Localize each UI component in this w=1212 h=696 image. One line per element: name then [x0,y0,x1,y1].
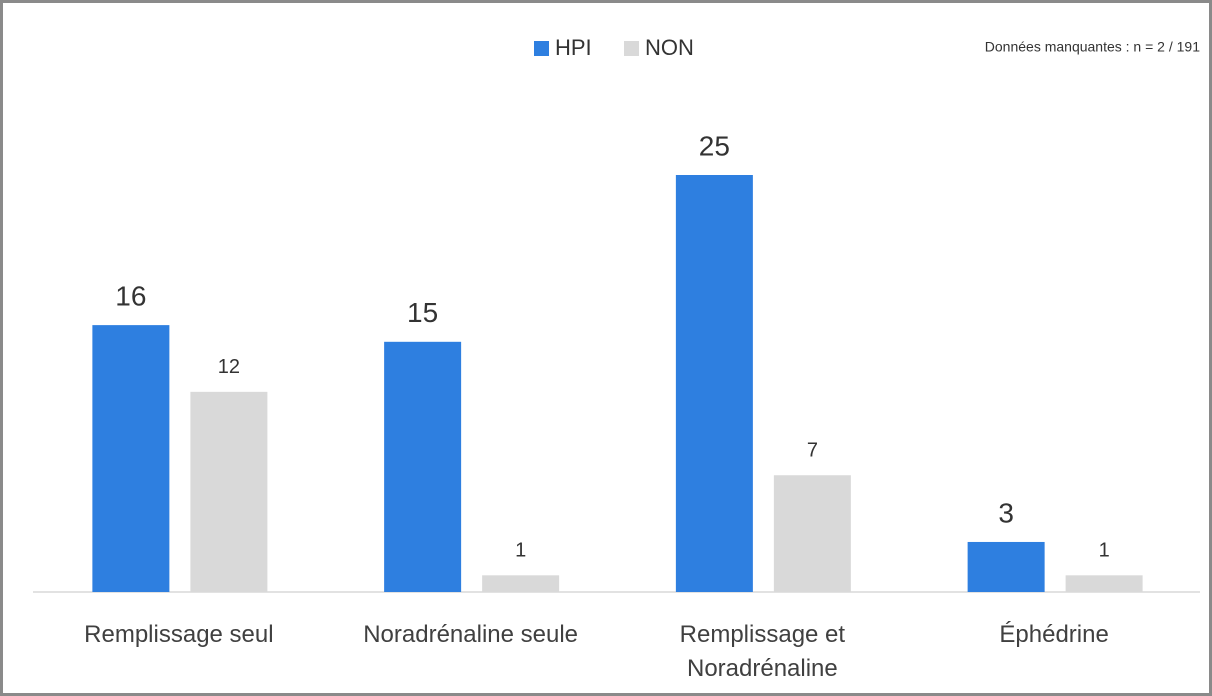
x-tick-label: Noradrénaline seule [363,621,579,648]
legend-label: HPI [555,35,592,60]
value-label: 1 [515,540,526,562]
bar [482,575,560,592]
legend-label: NON [645,35,694,60]
x-tick-label: Éphédrine [999,621,1109,648]
legend-swatch [624,41,639,56]
value-label: 7 [807,440,818,462]
value-label: 3 [998,497,1014,528]
bar [773,475,851,592]
annotation: Données manquantes : n = 2 / 191 [985,39,1200,55]
bar [92,325,170,592]
x-tick-label: Remplissage et Noradrénaline [679,621,846,682]
value-label: 16 [115,281,146,312]
legend-swatch [534,41,549,56]
bar [190,391,268,592]
x-tick-label: Remplissage seul [84,621,274,648]
value-label: 12 [218,356,240,378]
value-label: 25 [699,130,730,161]
value-label: 1 [1099,540,1110,562]
bar [1065,575,1143,592]
value-label: 15 [407,297,438,328]
bar [384,341,462,592]
bar [675,175,753,592]
bar [967,541,1045,592]
